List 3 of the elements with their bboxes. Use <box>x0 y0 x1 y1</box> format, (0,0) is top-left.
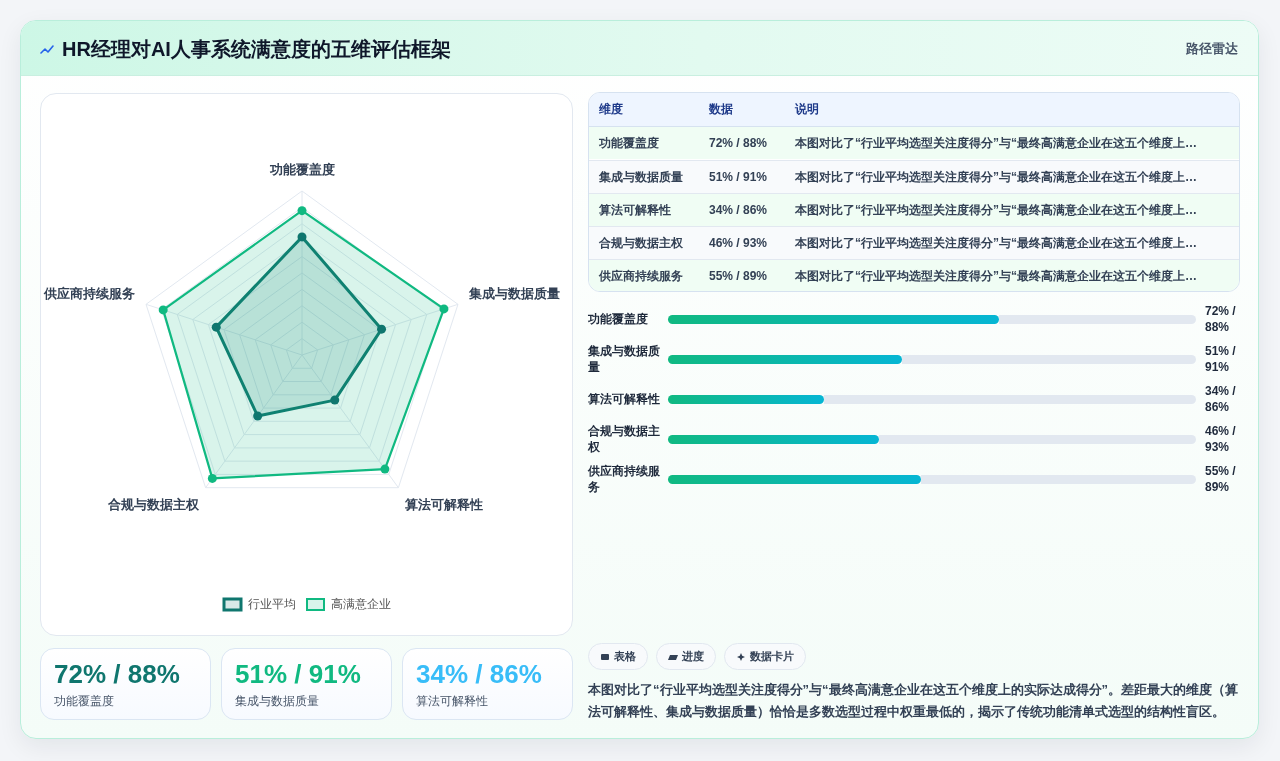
subtitle: 路径雷达 <box>1185 40 1238 58</box>
title: HR经理对AI人事系统满意度的五维评估框架 <box>62 37 452 62</box>
note: 本图对比了“行业平均选型关注度得分”与“最终高满意企业在这五个维度上的实际达成得分”。差距最大的维度（算法可解释性、集成与数据质量）恰恰是多数选型过程中权重最低的，揭示了传统功能清单式选型的结构性盲区。 <box>588 681 1239 721</box>
